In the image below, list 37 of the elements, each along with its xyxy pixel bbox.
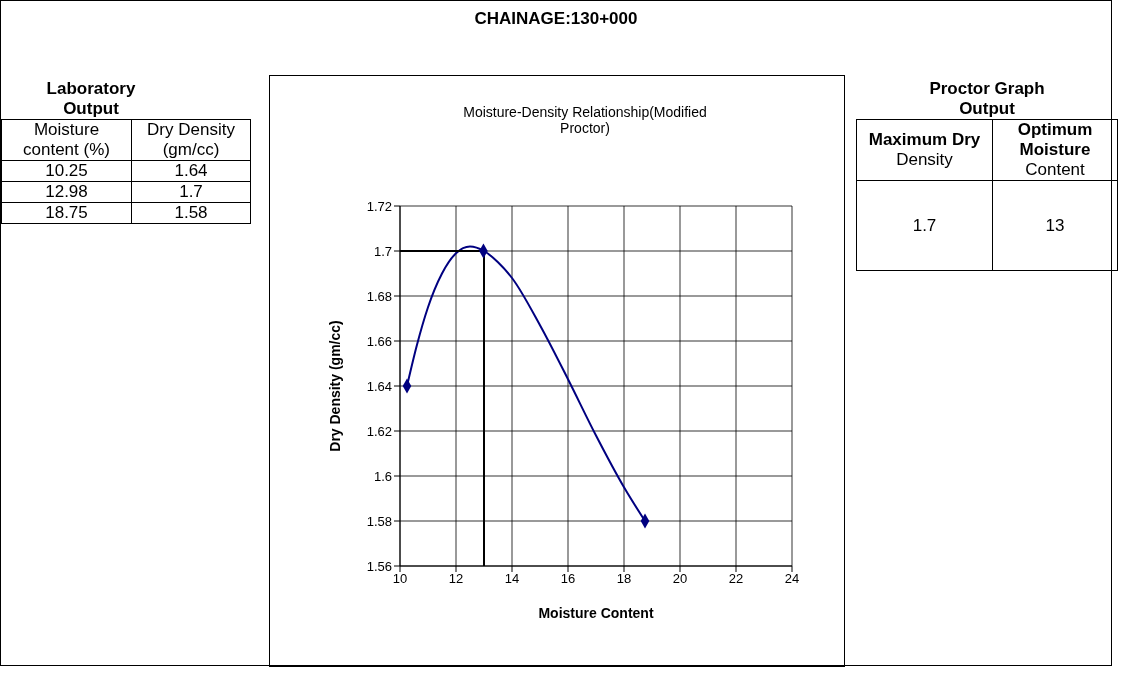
x-tick-label: 12 <box>448 571 464 587</box>
text: CHAINAGE:130+000 <box>473 9 639 29</box>
x-tick-label: 10 <box>392 571 408 587</box>
y-axis-title: Dry Density (gm/cc) <box>326 320 343 452</box>
y-tick-label: 1.66 <box>366 333 392 349</box>
text: Proctor Graph Output <box>928 79 1046 119</box>
x-tick-label: 14 <box>504 571 520 587</box>
text: 18.75 <box>1 202 132 224</box>
text: Content <box>1025 160 1085 179</box>
text: Laboratory Output <box>45 79 137 119</box>
x-tick-label: 24 <box>784 571 800 587</box>
y-tick-label: 1.68 <box>366 288 392 304</box>
text: 1.64 <box>131 160 251 182</box>
y-tick-label: 1.56 <box>366 558 392 574</box>
text: 1.7 <box>131 181 251 203</box>
x-tick-label: 22 <box>728 571 744 587</box>
x-tick-label: 18 <box>616 571 632 587</box>
text: Density <box>896 150 953 169</box>
text: Maximum Dry <box>868 130 981 149</box>
text: 1.58 <box>131 202 251 224</box>
text: 10.25 <box>1 160 132 182</box>
y-tick-label: 1.58 <box>366 513 392 529</box>
text: Moisture content (%) <box>1 119 132 161</box>
x-tick-label: 16 <box>560 571 576 587</box>
y-tick-label: 1.64 <box>366 378 392 394</box>
y-tick-label: 1.6 <box>373 468 392 484</box>
chart-title: Moisture-Density Relationship(Modified Proctor) <box>462 104 708 136</box>
text: Optimum Moisture <box>1017 120 1093 159</box>
y-tick-label: 1.62 <box>366 423 392 439</box>
y-tick-label: 1.7 <box>373 243 392 259</box>
text: Dry Density (gm/cc) <box>131 119 251 161</box>
y-tick-label: 1.72 <box>366 198 392 214</box>
x-tick-label: 20 <box>672 571 688 587</box>
x-axis-title: Moisture Content <box>538 605 654 621</box>
text: 12.98 <box>1 181 132 203</box>
text: 13 <box>992 180 1118 271</box>
text: 1.7 <box>856 180 993 271</box>
